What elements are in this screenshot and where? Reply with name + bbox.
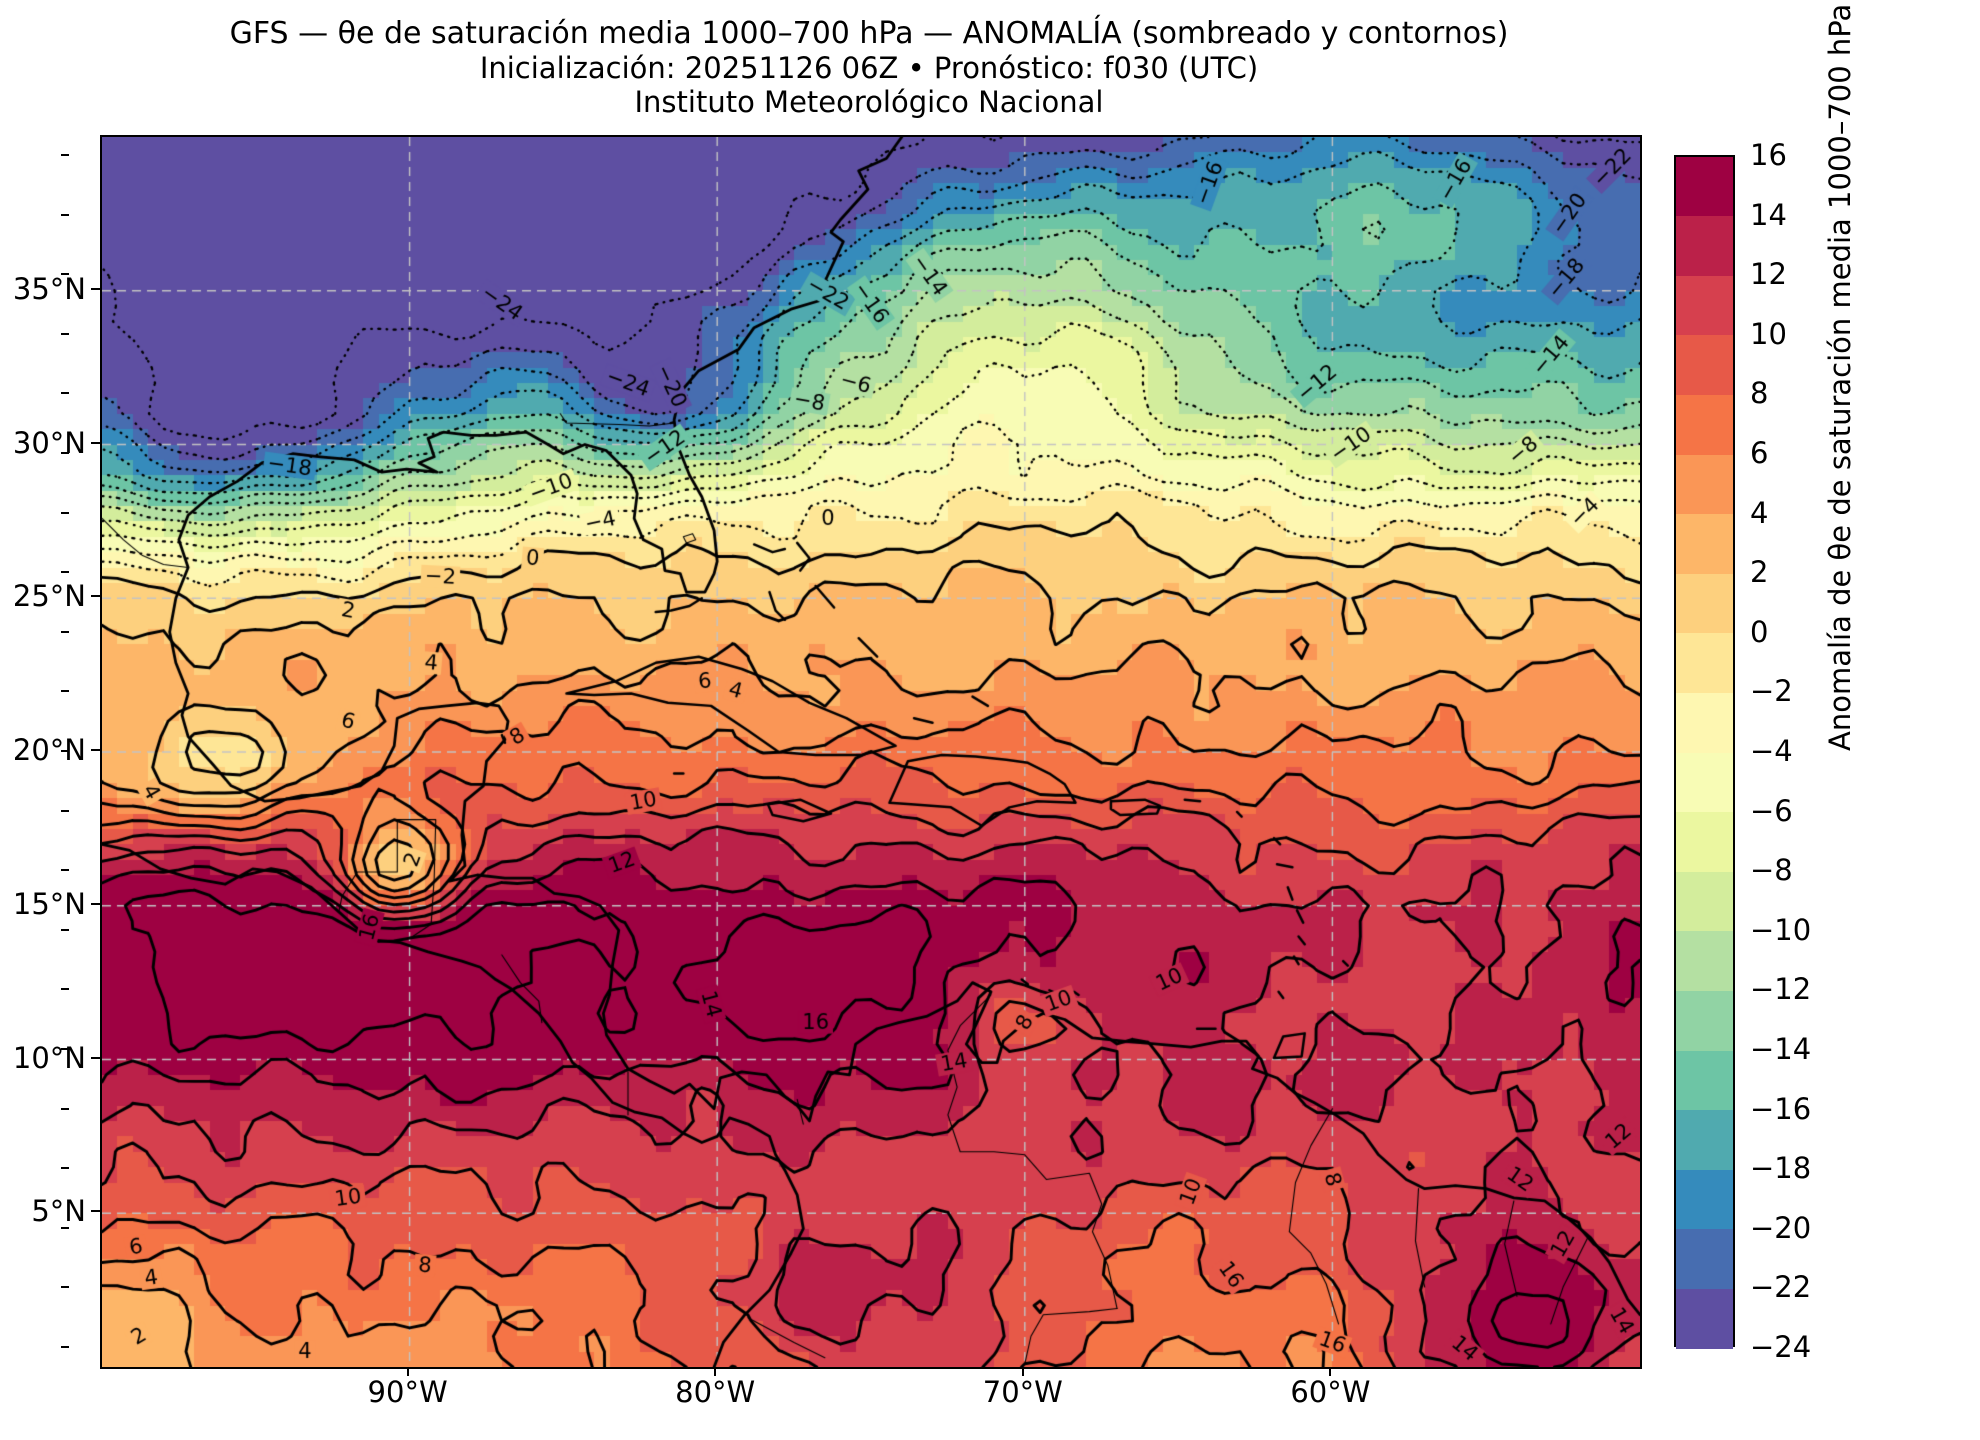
colorbar-segment <box>1676 1169 1733 1231</box>
chart-subtitle-init-forecast: Inicialización: 20251126 06Z • Pronóstic… <box>479 51 1259 85</box>
colorbar-segment <box>1676 1050 1733 1112</box>
colorbar-tick-label: −2 <box>1750 674 1793 709</box>
x-tick-label: 70°W <box>982 1375 1063 1409</box>
x-tick-mark <box>1021 1367 1024 1376</box>
x-tick-label: 60°W <box>1290 1375 1371 1409</box>
y-tick-mark <box>91 287 100 290</box>
colorbar-tick-label: 8 <box>1750 376 1769 411</box>
y-tick-mark <box>91 1210 100 1213</box>
colorbar-tick-label: −18 <box>1750 1151 1812 1186</box>
colorbar-tick-mark <box>61 750 69 752</box>
colorbar-segment <box>1676 156 1733 218</box>
colorbar-tick-label: 16 <box>1750 138 1787 172</box>
y-tick-label: 10°N <box>12 1040 86 1075</box>
colorbar-segment <box>1676 990 1733 1052</box>
colorbar-tick-mark <box>61 869 69 872</box>
y-tick-label: 20°N <box>12 733 86 767</box>
x-tick-mark <box>714 1367 717 1376</box>
y-tick-mark <box>91 1056 100 1059</box>
colorbar-tick-mark <box>61 690 69 693</box>
colorbar-tick-label: −22 <box>1750 1270 1812 1305</box>
y-tick-label: 25°N <box>12 579 86 614</box>
colorbar-segment <box>1676 394 1733 456</box>
colorbar-tick-mark <box>61 392 69 395</box>
colorbar-segment <box>1676 514 1733 575</box>
colorbar-segment <box>1676 931 1733 992</box>
colorbar-tick-mark <box>61 809 69 812</box>
colorbar-tick-label: 10 <box>1750 316 1787 351</box>
colorbar-tick-mark <box>61 1286 69 1289</box>
y-tick-mark <box>91 902 100 905</box>
x-tick-mark <box>406 1367 409 1376</box>
colorbar-tick-mark <box>61 988 69 991</box>
colorbar-tick-mark <box>61 1226 69 1229</box>
y-tick-mark <box>91 749 100 751</box>
colorbar-segment <box>1676 692 1733 754</box>
colorbar-tick-mark <box>61 1048 69 1050</box>
colorbar-tick-mark <box>61 928 69 931</box>
colorbar-segment <box>1676 216 1733 277</box>
colorbar-tick-label: 4 <box>1750 495 1769 530</box>
y-tick-label: 30°N <box>12 425 86 460</box>
colorbar-tick-mark <box>61 154 69 156</box>
colorbar-segment <box>1676 1288 1733 1350</box>
colorbar-tick-label: −8 <box>1750 853 1793 888</box>
colorbar-tick-label: 6 <box>1750 436 1769 470</box>
chart-source-institute: Instituto Meteorológico Nacional <box>634 85 1104 119</box>
y-tick-mark <box>91 595 100 598</box>
colorbar-tick-label: −14 <box>1750 1032 1812 1066</box>
colorbar-tick-mark <box>61 571 69 574</box>
colorbar-segment <box>1676 454 1733 516</box>
colorbar-tick-mark <box>61 1167 69 1170</box>
map-plot-area <box>100 135 1642 1369</box>
colorbar-tick-label: −12 <box>1750 972 1812 1007</box>
chart-title-block: GFS — θe de saturación media 1000–700 hP… <box>100 16 1638 119</box>
colorbar-tick-label: 0 <box>1750 614 1769 649</box>
colorbar-tick-mark <box>61 213 69 216</box>
x-tick-mark <box>1329 1367 1332 1376</box>
colorbar-tick-mark <box>61 1346 69 1348</box>
colorbar-segment <box>1676 752 1733 814</box>
colorbar-tick-label: −10 <box>1750 912 1812 947</box>
colorbar-segment <box>1676 812 1733 873</box>
colorbar <box>1674 155 1735 1350</box>
y-tick-label: 15°N <box>12 886 86 921</box>
chart-title: GFS — θe de saturación media 1000–700 hP… <box>229 16 1509 51</box>
colorbar-tick-label: 2 <box>1750 555 1769 590</box>
y-tick-mark <box>91 441 100 444</box>
colorbar-segment <box>1676 633 1733 694</box>
colorbar-segment <box>1676 573 1733 635</box>
contour-map-canvas <box>102 137 1640 1367</box>
colorbar-segment <box>1676 1110 1733 1171</box>
colorbar-tick-mark <box>61 1107 69 1110</box>
y-tick-label: 5°N <box>31 1194 86 1229</box>
colorbar-segment <box>1676 275 1733 337</box>
colorbar-tick-label: −24 <box>1750 1330 1812 1364</box>
colorbar-tick-label: −16 <box>1750 1091 1812 1126</box>
x-tick-label: 80°W <box>675 1375 756 1409</box>
colorbar-segment <box>1676 335 1733 396</box>
colorbar-tick-mark <box>61 452 69 454</box>
colorbar-tick-label: 14 <box>1750 197 1787 232</box>
x-tick-label: 90°W <box>367 1375 448 1409</box>
colorbar-tick-label: −6 <box>1750 793 1793 828</box>
y-tick-label: 35°N <box>12 271 86 306</box>
colorbar-tick-mark <box>61 511 69 514</box>
colorbar-segment <box>1676 1229 1733 1290</box>
colorbar-tick-mark <box>61 630 69 633</box>
colorbar-tick-label: −20 <box>1750 1210 1812 1245</box>
colorbar-tick-mark <box>61 332 69 335</box>
colorbar-tick-label: −4 <box>1750 734 1793 768</box>
colorbar-tick-label: 12 <box>1750 257 1787 292</box>
colorbar-segment <box>1676 871 1733 933</box>
colorbar-tick-mark <box>61 273 69 276</box>
